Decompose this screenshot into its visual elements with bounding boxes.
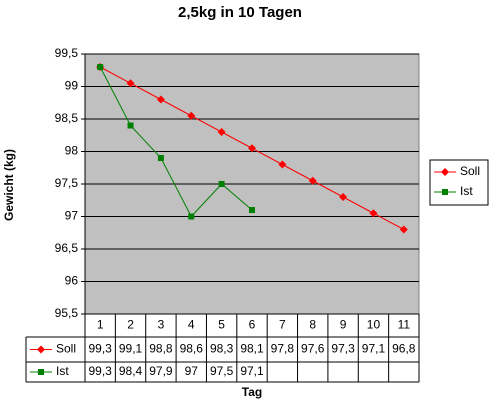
point (339, 193, 348, 201)
x-tick-label: 8 (309, 318, 316, 332)
y-tick-label: 98,5 (55, 111, 79, 125)
point (308, 176, 317, 185)
x-tick-label: 5 (218, 318, 225, 332)
legend-key-marker (441, 168, 449, 176)
point (369, 209, 378, 218)
point (126, 79, 135, 88)
y-tick-label: 99,5 (55, 46, 79, 60)
y-tick-label: 99 (65, 79, 79, 93)
x-tick-label: 7 (279, 318, 286, 332)
x-tick-label: 11 (398, 318, 411, 332)
table-cell: 97,5 (210, 364, 234, 378)
table-cell: 97,8 (271, 342, 295, 356)
table-key-marker (37, 345, 45, 354)
table-cell: 98,3 (210, 342, 234, 356)
x-tick-label: 3 (158, 318, 165, 332)
point (278, 160, 287, 169)
point (127, 122, 134, 129)
x-tick-label: 10 (367, 318, 381, 332)
table-cell: 99,3 (89, 342, 113, 356)
y-tick-label: 96 (65, 274, 79, 288)
x-tick-label: 4 (188, 318, 195, 332)
legend-key-marker (442, 189, 448, 195)
point (188, 213, 195, 220)
series-line (99, 66, 253, 218)
table-key-marker (38, 369, 44, 375)
point (187, 111, 196, 120)
y-tick-label: 97 (65, 209, 79, 223)
point (249, 207, 255, 213)
legend-label: Ist (460, 184, 473, 198)
y-tick-label: 95,5 (55, 306, 79, 320)
point (157, 155, 164, 161)
table-cell: 97,3 (331, 342, 355, 356)
y-tick-label: 97,5 (55, 176, 79, 190)
y-tick-label: 98 (65, 144, 79, 158)
x-tick-label: 1 (97, 318, 104, 332)
x-tick-label: 2 (127, 318, 134, 332)
y-axis-title: Gewicht (kg) (2, 149, 16, 221)
point (248, 144, 256, 153)
table-cell: 98,1 (240, 342, 264, 356)
legend-label: Soll (460, 164, 480, 178)
chart-title: 2,5kg in 10 Tagen (178, 4, 302, 21)
point (218, 181, 225, 187)
point (217, 128, 226, 136)
x-tick-label: 9 (340, 318, 347, 332)
table-cell: 98,6 (180, 342, 204, 356)
table-row-label: Ist (56, 364, 69, 378)
table-cell: 97,1 (240, 364, 264, 378)
table-cell: 98,4 (119, 364, 143, 378)
table-cell: 96,8 (392, 342, 416, 356)
table-cell: 98,8 (149, 342, 173, 356)
point (156, 95, 165, 104)
x-tick-label: 6 (249, 318, 256, 332)
x-axis-title: Tag (242, 385, 262, 399)
table-row-label: Soll (56, 342, 76, 356)
legend-box (429, 159, 489, 206)
table-cell: 97,1 (362, 342, 386, 356)
y-tick-label: 96,5 (55, 241, 79, 255)
table-cell: 97 (185, 364, 199, 378)
point (97, 64, 104, 70)
table-cell: 97,6 (301, 342, 325, 356)
table-cell: 97,9 (149, 364, 173, 378)
table-cell: 99,3 (89, 364, 113, 378)
point (399, 225, 408, 234)
table-cell: 99,1 (119, 342, 143, 356)
